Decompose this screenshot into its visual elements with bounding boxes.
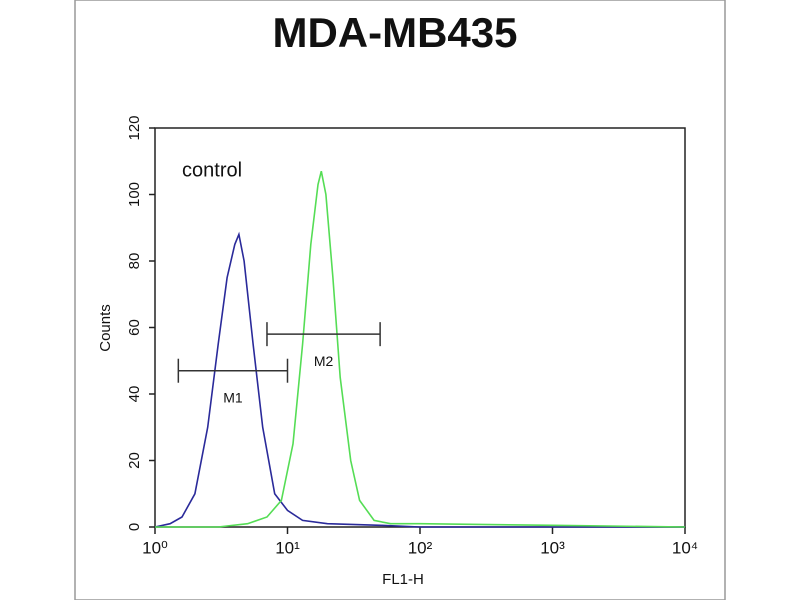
x-tick-label: 10³ xyxy=(540,538,565,557)
histogram-line xyxy=(154,231,685,528)
y-tick-label: 20 xyxy=(126,452,143,469)
x-tick-label: 10⁰ xyxy=(142,538,168,557)
x-tick-label: 10¹ xyxy=(275,538,300,557)
y-tick-label: 80 xyxy=(126,253,143,270)
histogram-line xyxy=(155,171,686,528)
y-tick-label: 40 xyxy=(126,386,143,403)
y-tick-label: 60 xyxy=(126,319,143,336)
y-tick-label: 0 xyxy=(126,523,143,531)
y-tick-label: 120 xyxy=(126,115,143,140)
y-tick-label: 100 xyxy=(126,182,143,207)
x-tick-label: 10² xyxy=(408,538,433,557)
panel xyxy=(74,0,726,600)
annotation: control xyxy=(182,160,242,182)
chart-title: MDA-MB435 xyxy=(272,9,517,56)
y-axis-label: Counts xyxy=(97,304,114,352)
x-tick-label: 10⁴ xyxy=(672,538,698,557)
x-axis-label: FL1-H xyxy=(382,571,424,588)
marker-label: M2 xyxy=(314,353,334,369)
marker-label: M1 xyxy=(223,389,243,405)
